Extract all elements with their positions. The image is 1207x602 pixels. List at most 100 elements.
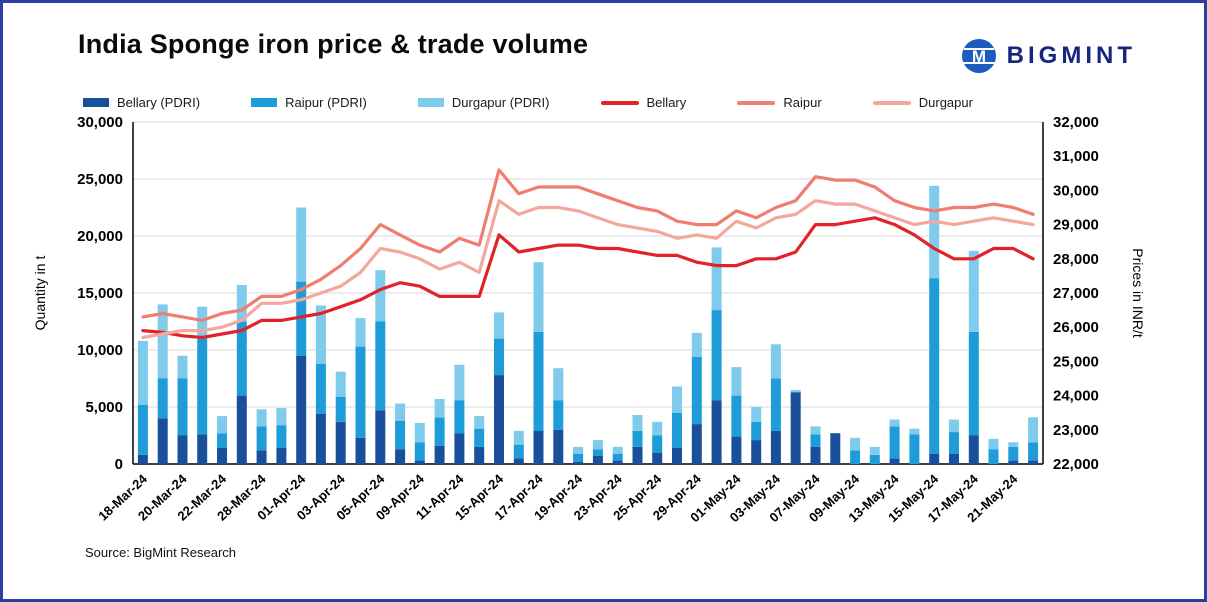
bar-segment [494, 312, 504, 339]
bar-segment [276, 448, 287, 464]
bar-segment [632, 430, 643, 447]
bar-segment [592, 456, 603, 464]
source-note: Source: BigMint Research [85, 545, 237, 560]
bar-segment [929, 185, 940, 279]
bar-segment [751, 421, 762, 440]
bar-segment [513, 444, 524, 459]
bar-segment [177, 378, 188, 436]
bar-segment [691, 424, 702, 464]
bar-segment [217, 433, 227, 448]
bar-segment [711, 400, 722, 464]
bar-segment [592, 440, 603, 450]
legend-item-1: Raipur (PDRI) [251, 95, 367, 110]
bar-segment [711, 247, 722, 311]
bar-segment [315, 413, 326, 464]
bar-segment [889, 458, 900, 464]
y-tick-label-right: 24,000 [1053, 388, 1099, 405]
bar-segment [652, 435, 663, 453]
bar-segment [454, 400, 465, 434]
bar-segment [296, 207, 307, 282]
bar-segment [276, 425, 287, 448]
price-line-durgapur [141, 199, 1035, 340]
bar-segment [315, 305, 326, 364]
bar-segment [395, 420, 406, 450]
bar-segment [770, 430, 781, 464]
bar-segment [414, 423, 425, 443]
bar-segment [474, 428, 485, 447]
legend-item-5: Durgapur [872, 95, 973, 110]
legend-item-2: Durgapur (PDRI) [417, 95, 550, 110]
y-tick-label-left: 15,000 [77, 285, 123, 302]
bar-segment [533, 262, 544, 332]
bar-segment [968, 331, 979, 436]
bar-segment [533, 331, 544, 431]
bar-segment [276, 408, 287, 426]
brand-name: BIGMINT [1006, 42, 1136, 69]
bar-segment [553, 429, 564, 464]
bar-segment [395, 403, 406, 421]
bar-segment [533, 430, 544, 464]
bar-segment [137, 454, 148, 464]
bar-segment [592, 449, 603, 456]
bar-segment [256, 426, 267, 451]
legend-label: Durgapur (PDRI) [451, 95, 550, 110]
bar-segment [731, 395, 742, 437]
bar-segment [355, 346, 366, 438]
price-line-raipur [141, 168, 1035, 322]
bar-segment [612, 453, 623, 461]
bar-segment [929, 278, 940, 454]
svg-text:M: M [972, 47, 986, 66]
bar-segment [711, 310, 722, 401]
bar-segment [553, 400, 564, 430]
bar-segment [889, 426, 900, 459]
legend-label: Raipur [783, 95, 822, 110]
bigmint-logo-icon: M [961, 39, 996, 73]
y-tick-label-right: 29,000 [1053, 217, 1099, 234]
price-line-bellary [141, 216, 1035, 340]
bar-segment [691, 356, 702, 425]
bar-segment [573, 446, 584, 454]
bar-segment [652, 421, 663, 436]
y-tick-label-right: 28,000 [1053, 251, 1099, 268]
legend-label: Bellary [646, 95, 687, 110]
bar-segment [177, 435, 188, 464]
bar-segment [256, 409, 267, 427]
bar-segment [157, 418, 168, 464]
bar-segment [770, 378, 781, 431]
bar-segment [513, 430, 524, 445]
bar-segment [217, 416, 227, 434]
bar-segment [869, 454, 880, 464]
legend-swatch [872, 100, 911, 105]
bar-segment [929, 453, 940, 464]
legend-item-4: Raipur [737, 95, 822, 110]
bar-segment [573, 461, 584, 464]
bar-segment [256, 450, 267, 464]
bar-segment [296, 281, 307, 356]
bar-segment [1008, 460, 1019, 464]
bar-segment [909, 428, 920, 435]
page-title: India Sponge iron price & trade volume [78, 29, 589, 59]
bar-segment [375, 410, 386, 464]
bar-segment [731, 436, 742, 464]
bar-segment [830, 433, 841, 464]
bar-segment [790, 392, 801, 464]
y-tick-label-right: 23,000 [1053, 422, 1099, 439]
bar-segment [632, 415, 643, 431]
bar-segment [395, 449, 406, 464]
bar-segment [335, 421, 346, 464]
bar-segment [751, 440, 762, 464]
bar-segment [731, 367, 742, 396]
bar-segment [968, 250, 979, 332]
bar-segment [672, 386, 682, 413]
bar-segment [889, 419, 900, 427]
legend-swatch [600, 100, 639, 105]
bar-segment [1008, 442, 1019, 447]
bar-segment [513, 458, 524, 464]
bar-segment [810, 434, 821, 447]
y-tick-label-right: 31,000 [1053, 148, 1099, 165]
bar-segment [553, 368, 564, 401]
bar-segment [1028, 460, 1039, 464]
y-tick-label-left: 30,000 [77, 114, 123, 131]
bar-segment [197, 306, 208, 339]
bar-segment [217, 448, 227, 464]
